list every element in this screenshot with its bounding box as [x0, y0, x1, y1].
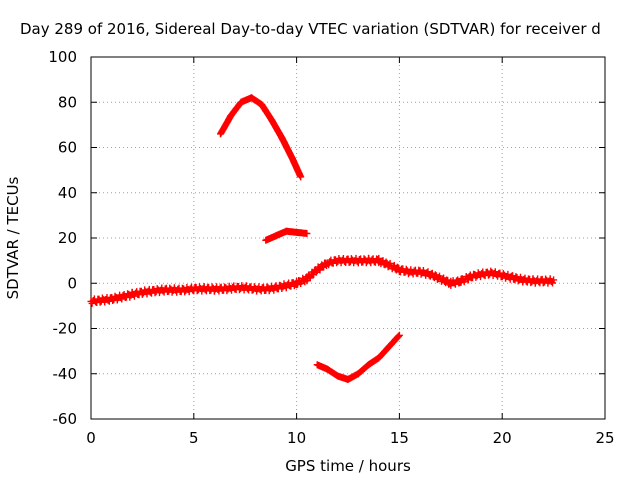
y-tick-label: 60	[58, 139, 77, 157]
y-tick-label: 80	[58, 93, 77, 111]
y-axis-label: SDTVAR / TECUs	[4, 176, 22, 299]
y-tick-label: 40	[58, 184, 77, 202]
x-tick-label: 15	[390, 429, 409, 447]
data-point-segment	[478, 267, 496, 280]
data-point-segment	[437, 274, 455, 288]
data-point-segment	[268, 116, 286, 142]
y-tick-label: -60	[53, 410, 78, 428]
data-point-segment	[262, 282, 280, 295]
data-point-segment	[395, 265, 414, 278]
data-points	[87, 94, 558, 383]
chart-title: Day 289 of 2016, Sidereal Day-to-day VTE…	[20, 20, 601, 38]
grid-lines	[91, 57, 605, 419]
data-point-segment	[190, 283, 208, 295]
y-tick-label: 0	[67, 274, 77, 292]
data-point-segment	[354, 361, 373, 378]
data-point-segment	[272, 280, 290, 293]
data-point-segment	[227, 98, 245, 120]
series-arc-positive-low	[262, 227, 311, 244]
data-point-segment	[293, 228, 311, 237]
x-axis-label: GPS time / hours	[285, 457, 411, 475]
axis-ticks: 0 5 10 15 20 25 -60 -40 -20 0 20 40 60 80 100	[48, 48, 614, 447]
y-tick-label: 20	[58, 229, 77, 247]
data-point-segment	[467, 269, 486, 282]
x-tick-label: 20	[493, 429, 512, 447]
series-arc-positive-high	[217, 94, 305, 181]
series-arc-negative	[313, 331, 403, 383]
y-tick-label: 100	[48, 48, 77, 66]
x-tick-label: 5	[189, 429, 199, 447]
data-point-segment	[539, 275, 558, 287]
data-point-segment	[323, 256, 342, 269]
y-tick-label: -40	[53, 365, 78, 383]
x-tick-label: 10	[287, 429, 306, 447]
y-tick-label: -20	[53, 320, 78, 338]
x-tick-label: 25	[595, 429, 614, 447]
data-point-segment	[289, 155, 305, 181]
data-point-segment	[406, 266, 424, 278]
data-point-segment	[375, 343, 393, 362]
data-point-segment	[241, 282, 259, 294]
data-point-segment	[159, 284, 177, 296]
data-point-segment	[200, 283, 218, 295]
data-point-segment	[344, 254, 362, 267]
series-main-band	[87, 254, 558, 307]
data-point-segment	[385, 331, 403, 351]
data-point-segment	[278, 134, 296, 163]
data-point-segment	[87, 295, 105, 307]
data-point-segment	[416, 267, 434, 280]
x-tick-label: 0	[86, 429, 96, 447]
data-point-segment	[217, 112, 235, 138]
